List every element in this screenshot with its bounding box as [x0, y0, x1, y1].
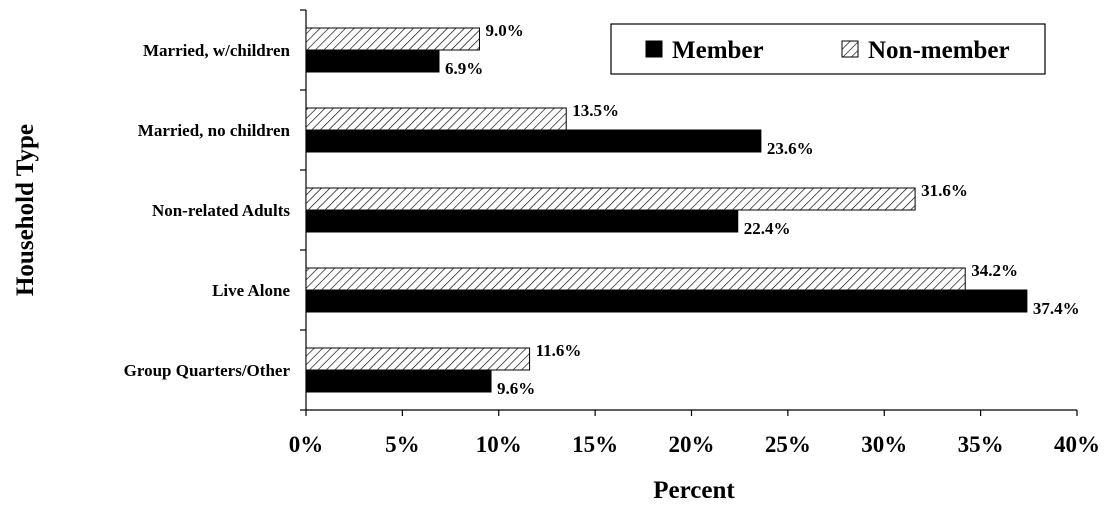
- data-label-non-member: 9.0%: [485, 21, 523, 40]
- x-tick-label: 10%: [476, 432, 522, 457]
- x-tick-label: 35%: [958, 432, 1004, 457]
- bar-non-member: [305, 347, 531, 371]
- x-tick-label: 30%: [861, 432, 907, 457]
- legend: Member Non-member: [610, 23, 1046, 75]
- data-label-non-member: 31.6%: [921, 181, 968, 200]
- x-tick-label: 15%: [572, 432, 618, 457]
- data-label-member: 9.6%: [497, 379, 535, 398]
- bar-non-member: [305, 107, 567, 131]
- legend-swatch-non-member: [841, 40, 859, 58]
- bar-non-member: [305, 267, 966, 291]
- data-label-non-member: 13.5%: [572, 101, 619, 120]
- data-label-member: 37.4%: [1033, 299, 1080, 318]
- data-label-member: 22.4%: [744, 219, 791, 238]
- category-label: Married, w/children: [143, 41, 291, 60]
- x-tick-label: 20%: [669, 432, 715, 457]
- legend-swatch-member: [645, 40, 663, 58]
- category-label: Married, no children: [138, 121, 291, 140]
- data-label-non-member: 34.2%: [971, 261, 1018, 280]
- category-label: Live Alone: [212, 281, 290, 300]
- bar-member: [305, 369, 492, 393]
- legend-box: [610, 23, 1046, 75]
- y-axis-title: Household Type: [12, 124, 39, 296]
- bar-non-member: [305, 27, 480, 51]
- bar-member: [305, 289, 1028, 313]
- data-label-member: 23.6%: [767, 139, 814, 158]
- data-label-non-member: 11.6%: [536, 341, 582, 360]
- data-label-member: 6.9%: [445, 59, 483, 78]
- x-tick-label: 0%: [289, 432, 324, 457]
- bar-member: [305, 49, 440, 73]
- category-label: Non-related Adults: [152, 201, 290, 220]
- x-axis-title: Percent: [653, 477, 735, 504]
- x-tick-label: 5%: [385, 432, 420, 457]
- bar-non-member: [305, 187, 916, 211]
- category-label: Group Quarters/Other: [124, 361, 291, 380]
- legend-label-non-member: Non-member: [868, 37, 1010, 64]
- x-tick-label: 40%: [1054, 432, 1100, 457]
- x-tick-label: 25%: [765, 432, 811, 457]
- bar-member: [305, 209, 739, 233]
- bar-member: [305, 129, 762, 153]
- plot-area: 0% 5% 10% 15% 20% 25% 30% 35% 40% Married, w/chil…: [124, 9, 1100, 457]
- legend-label-member: Member: [672, 37, 764, 64]
